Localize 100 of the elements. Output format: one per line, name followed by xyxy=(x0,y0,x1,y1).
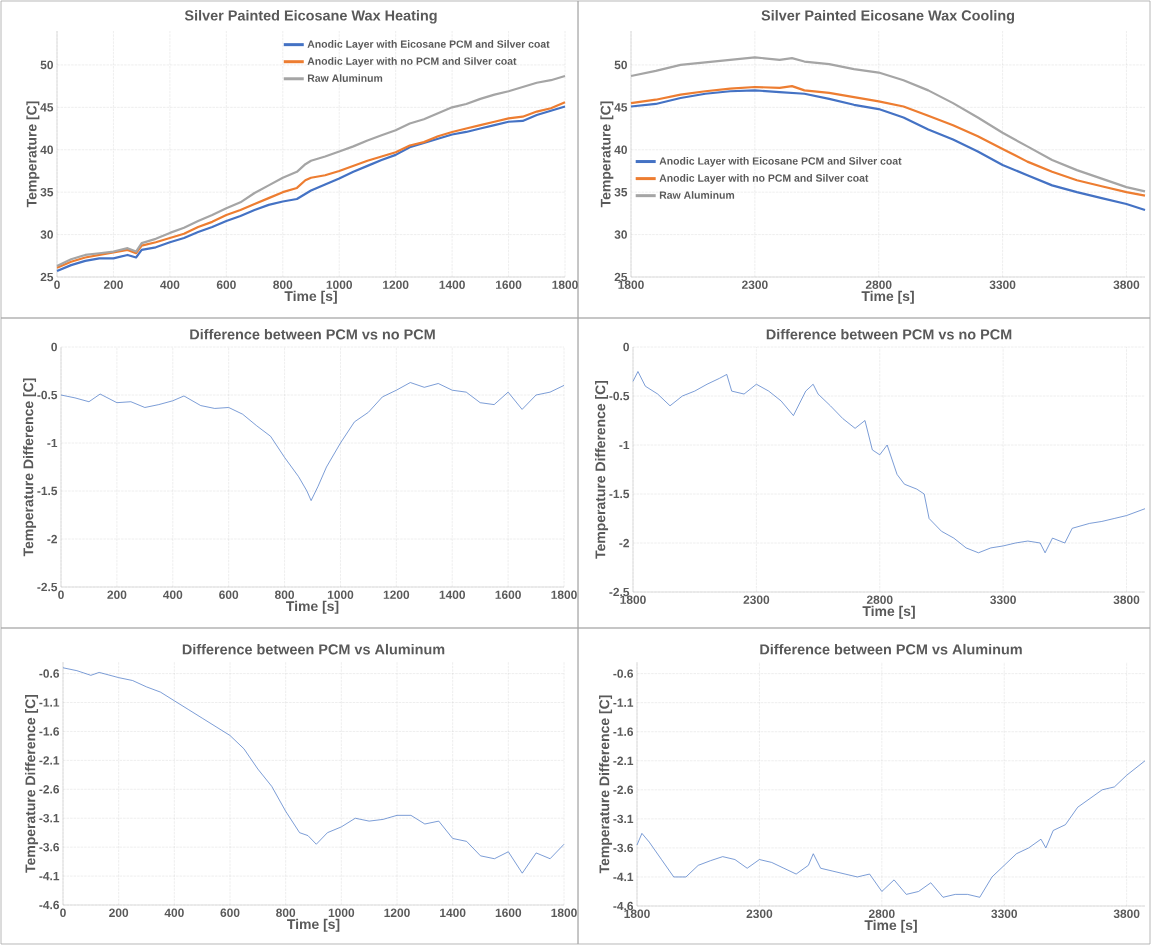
y-tick-label: 45 xyxy=(40,103,54,112)
y-axis-title: Temperature Difference [C] xyxy=(25,694,39,873)
y-tick-label: -1.5 xyxy=(609,489,630,499)
x-tick-label: 1600 xyxy=(496,280,522,289)
x-tick-label: 2800 xyxy=(866,595,893,604)
y-tick-label: -2.5 xyxy=(37,582,58,592)
y-tick-label: -1.6 xyxy=(613,727,634,736)
y-tick-label: -2 xyxy=(619,538,630,548)
x-tick-label: 1200 xyxy=(383,590,410,599)
line-series xyxy=(62,667,565,874)
x-tick-label: 1800 xyxy=(618,280,644,289)
legend-label: Anodic Layer with no PCM and Silver coat xyxy=(307,57,517,67)
x-tick-label: 1800 xyxy=(551,590,577,599)
y-tick-label: -1.1 xyxy=(39,698,60,707)
y-tick-label: 0 xyxy=(623,342,629,352)
x-tick-label: 200 xyxy=(107,590,127,599)
x-tick-label: 800 xyxy=(276,908,296,917)
x-tick-label: 3800 xyxy=(1113,595,1140,605)
x-tick-label: 1000 xyxy=(327,590,354,599)
x-tick-label: 3300 xyxy=(989,280,1016,290)
x-tick-label: 800 xyxy=(274,590,295,599)
x-tick-label: 1800 xyxy=(624,909,650,918)
x-tick-label: 0 xyxy=(60,908,66,917)
x-tick-label: 1200 xyxy=(384,908,410,917)
x-axis-title: Time [s] xyxy=(284,290,337,304)
chart-title: Difference between PCM vs Aluminum xyxy=(760,643,1022,655)
x-tick-label: 2300 xyxy=(743,595,770,605)
x-tick-label: 3800 xyxy=(1113,280,1140,290)
x-tick-label: 3300 xyxy=(991,909,1018,919)
x-tick-label: 200 xyxy=(103,280,123,289)
y-tick-label: -0.5 xyxy=(37,390,58,400)
x-tick-label: 2300 xyxy=(741,280,768,290)
x-tick-label: 1400 xyxy=(439,280,465,289)
x-tick-label: 1400 xyxy=(440,908,466,917)
y-tick-label: 45 xyxy=(614,103,628,112)
y-tick-label: -4.6 xyxy=(39,900,60,910)
x-axis-title: Time [s] xyxy=(861,290,914,304)
x-axis-title: Time [s] xyxy=(287,918,340,932)
y-tick-label: -3.1 xyxy=(613,814,634,824)
x-tick-label: 1800 xyxy=(620,595,646,604)
x-tick-label: 3300 xyxy=(990,595,1016,605)
y-tick-label: -2.1 xyxy=(39,756,60,765)
y-tick-label: -0.6 xyxy=(613,669,634,678)
y-tick-label: 35 xyxy=(40,187,54,197)
x-tick-label: 200 xyxy=(109,908,129,917)
x-tick-label: 2800 xyxy=(865,280,892,289)
x-tick-label: 2300 xyxy=(746,909,773,919)
x-axis-title: Time [s] xyxy=(862,605,915,619)
y-tick-label: -2.6 xyxy=(39,785,60,794)
y-tick-label: -1 xyxy=(47,438,58,448)
x-tick-label: 1200 xyxy=(383,280,409,289)
y-tick-label: 30 xyxy=(614,230,627,239)
y-tick-label: 25 xyxy=(614,272,628,282)
y-tick-label: -3.1 xyxy=(39,813,60,823)
y-tick-label: -2.6 xyxy=(613,785,634,795)
y-tick-label: -1.6 xyxy=(39,727,60,736)
line-series xyxy=(632,371,1146,554)
x-tick-label: 1800 xyxy=(551,908,577,917)
y-tick-label: 35 xyxy=(614,187,628,197)
y-axis-title: Temperature Difference [C] xyxy=(595,380,609,559)
x-tick-label: 3800 xyxy=(1113,909,1140,919)
legend-label: Raw Aluminum xyxy=(307,74,383,82)
x-tick-label: 600 xyxy=(219,590,239,599)
y-tick-label: 40 xyxy=(614,145,627,154)
x-tick-label: 600 xyxy=(220,908,240,917)
legend-label: Raw Aluminum xyxy=(659,191,735,199)
y-tick-label: 0 xyxy=(51,342,57,352)
y-tick-label: 40 xyxy=(40,145,53,154)
x-tick-label: 1400 xyxy=(439,590,466,599)
chart-title: Difference between PCM vs Aluminum xyxy=(182,643,445,655)
x-tick-label: 2800 xyxy=(868,909,895,918)
line-series xyxy=(629,56,1147,193)
y-axis-title: Temperature Difference [C] xyxy=(23,378,37,557)
y-tick-label: -4.6 xyxy=(613,901,634,911)
y-axis-title: Temperature [C] xyxy=(26,101,40,208)
x-axis-title: Time [s] xyxy=(864,919,917,933)
y-tick-label: -1.5 xyxy=(37,486,58,496)
y-tick-label: -2 xyxy=(47,534,58,544)
chart-title: Silver Painted Eicosane Wax Heating xyxy=(184,9,437,24)
x-tick-label: 600 xyxy=(216,280,236,289)
y-tick-label: 30 xyxy=(40,230,53,239)
y-tick-label: -1 xyxy=(619,440,630,450)
x-tick-label: 1000 xyxy=(328,908,355,917)
x-tick-label: 1000 xyxy=(326,280,353,289)
y-tick-label: -2.5 xyxy=(609,587,630,597)
x-tick-label: 1800 xyxy=(552,280,578,289)
y-tick-label: 25 xyxy=(40,272,54,282)
x-tick-label: 400 xyxy=(160,280,180,289)
y-tick-label: 50 xyxy=(40,60,53,70)
line-series xyxy=(60,382,565,501)
chart-title: Difference between PCM vs no PCM xyxy=(766,328,1012,340)
y-tick-label: -0.6 xyxy=(39,669,60,678)
legend-label: Anodic Layer with Eicosane PCM and Silver coat xyxy=(307,40,550,50)
y-tick-label: -1.1 xyxy=(613,698,634,707)
x-tick-label: 1600 xyxy=(495,590,521,599)
x-tick-label: 400 xyxy=(163,590,183,599)
y-axis-title: Temperature [C] xyxy=(600,101,614,208)
x-tick-label: 1600 xyxy=(495,908,522,917)
y-tick-label: -0.5 xyxy=(609,391,630,401)
chart-title: Silver Painted Eicosane Wax Cooling xyxy=(761,9,1015,24)
